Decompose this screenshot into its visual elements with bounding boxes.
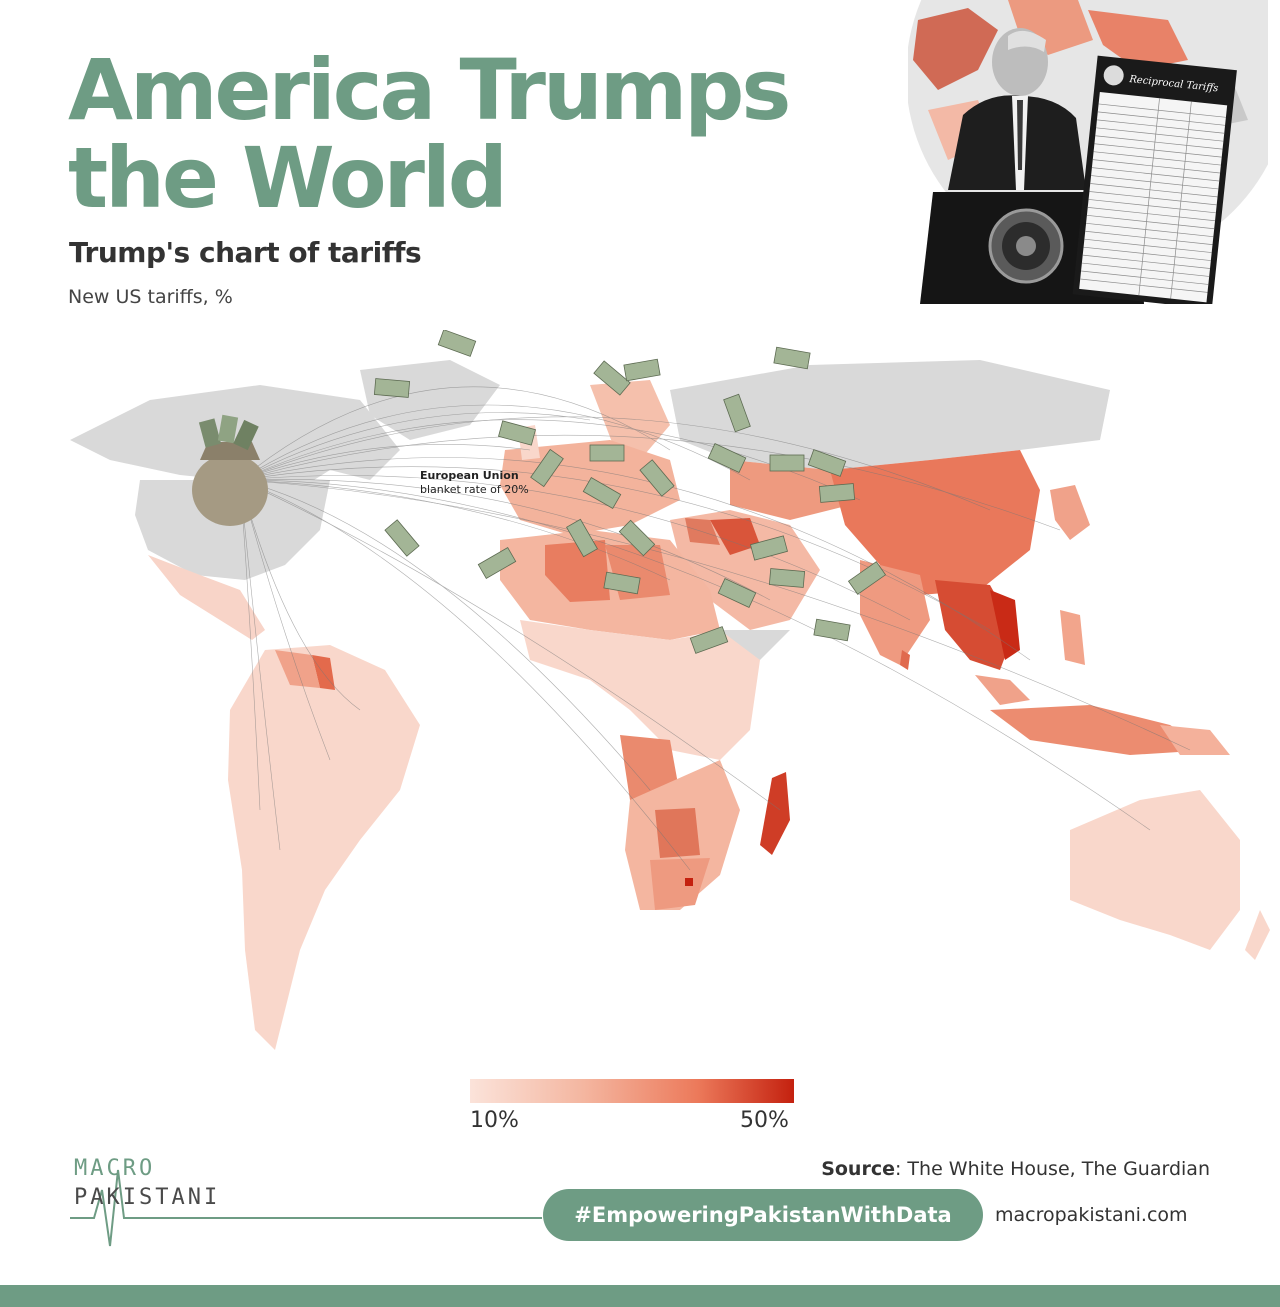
- mexico: [148, 555, 265, 640]
- malaysia: [975, 675, 1030, 705]
- iraq: [710, 518, 760, 555]
- guyana: [312, 655, 335, 690]
- indonesia: [990, 705, 1210, 755]
- hashtag-pill: #EmpoweringPakistanWithData: [543, 1189, 983, 1241]
- eu-annotation-text: blanket rate of 20%: [420, 483, 529, 496]
- new-zealand: [1245, 910, 1270, 960]
- speaker-figure: [948, 28, 1086, 190]
- sri-lanka: [900, 650, 910, 670]
- india: [860, 560, 930, 665]
- central-asia: [730, 460, 850, 520]
- tariff-board: Reciprocal Tariffs: [1072, 55, 1237, 304]
- legend-max-label: 50%: [740, 1108, 789, 1133]
- eu-annotation: European Union blanket rate of 20%: [420, 469, 529, 497]
- title-line-2: the World: [68, 129, 508, 227]
- korea-japan: [1050, 485, 1090, 540]
- color-scale-legend: [470, 1079, 794, 1103]
- footer-bar: [0, 1285, 1280, 1307]
- source-credit: Source: The White House, The Guardian: [821, 1158, 1210, 1180]
- source-text: : The White House, The Guardian: [894, 1158, 1210, 1180]
- logo-pakistani: PAKISTANI: [74, 1185, 221, 1210]
- angola: [620, 735, 680, 800]
- venezuela: [275, 650, 320, 688]
- logo-macro: MACRO: [74, 1156, 156, 1181]
- russia: [670, 360, 1110, 470]
- website-link[interactable]: macropakistani.com: [995, 1204, 1188, 1226]
- page-title: America Trumps the World: [68, 41, 791, 227]
- logo-heartbeat-line: [70, 1169, 542, 1247]
- madagascar: [760, 772, 790, 855]
- legend-min-label: 10%: [470, 1108, 519, 1133]
- scandinavia: [590, 380, 670, 460]
- eu-annotation-title: European Union: [420, 469, 519, 482]
- money-bag-icon: [192, 414, 268, 526]
- title-line-1: America Trumps: [68, 41, 791, 139]
- australia: [1070, 790, 1240, 950]
- lesotho: [685, 878, 693, 886]
- south-america: [228, 645, 420, 1050]
- trump-photo: Reciprocal Tariffs: [908, 0, 1268, 304]
- algeria: [545, 540, 610, 602]
- united-states: [135, 480, 330, 580]
- central-africa: [520, 620, 760, 760]
- papua: [1160, 725, 1230, 755]
- flying-dollar-bills: [373, 330, 887, 654]
- source-label: Source: [821, 1158, 895, 1180]
- philippines: [1060, 610, 1085, 665]
- trade-arcs: [239, 386, 1191, 871]
- chart-subtitle: Trump's chart of tariffs: [69, 236, 422, 269]
- china: [830, 450, 1040, 595]
- south-africa: [650, 858, 710, 910]
- vietnam: [990, 590, 1020, 660]
- botswana: [655, 808, 700, 858]
- horn-of-africa: [720, 630, 790, 660]
- world-tariff-map: [70, 330, 1270, 1050]
- unit-label: New US tariffs, %: [68, 286, 233, 308]
